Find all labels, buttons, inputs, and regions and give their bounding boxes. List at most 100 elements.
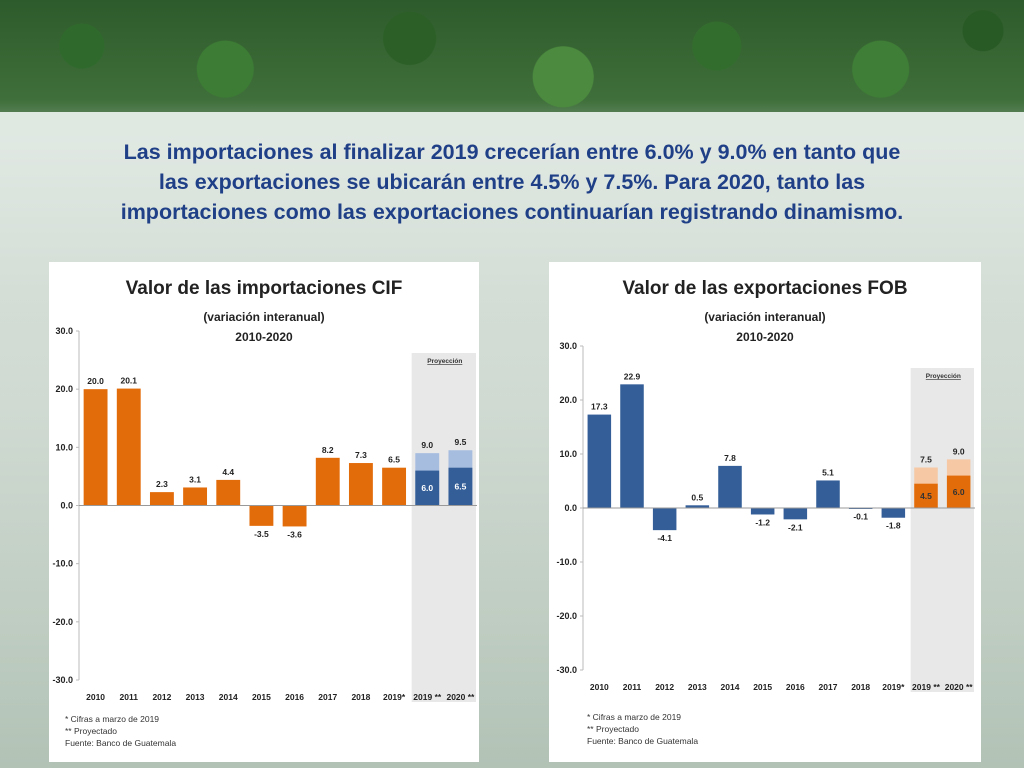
imports-y-tick-label: -30.0 (52, 675, 73, 685)
imports-bar (249, 505, 274, 526)
imports-value-label: 2.3 (156, 479, 168, 489)
exports-x-tick-label: 2019 ** (912, 682, 941, 692)
exports-x-tick-label: 2020 ** (945, 682, 974, 692)
exports-bar (718, 465, 742, 508)
imports-chart-panel: Valor de las importaciones CIF (variació… (49, 262, 479, 762)
exports-y-tick-label: -30.0 (556, 665, 577, 675)
imports-upper-value-label: 9.5 (455, 437, 467, 447)
imports-x-tick-label: 2011 (120, 692, 139, 702)
exports-y-tick-label: 30.0 (559, 341, 577, 351)
exports-x-tick-label: 2019* (882, 682, 905, 692)
imports-value-label: 3.1 (189, 474, 201, 484)
imports-bar (83, 389, 108, 506)
imports-bar (116, 388, 141, 506)
imports-value-label: 4.4 (222, 467, 234, 477)
imports-bar (348, 463, 373, 506)
imports-bar (382, 467, 407, 506)
exports-bar (783, 508, 808, 520)
exports-y-tick-label: 20.0 (559, 395, 577, 405)
exports-x-tick-label: 2014 (721, 682, 740, 692)
exports-value-label: -1.2 (755, 517, 770, 527)
exports-bar (620, 384, 644, 508)
imports-bar (415, 470, 440, 506)
exports-bar (946, 475, 971, 508)
exports-value-label: -1.8 (886, 521, 901, 531)
imports-x-tick-label: 2016 (285, 692, 304, 702)
exports-value-label: 4.5 (920, 491, 932, 501)
headline-line-1: Las importaciones al finalizar 2019 crec… (123, 140, 901, 164)
imports-x-tick-label: 2014 (219, 692, 238, 702)
imports-x-tick-label: 2019 ** (413, 692, 442, 702)
exports-bar (685, 505, 710, 508)
exports-x-tick-label: 2018 (851, 682, 870, 692)
imports-bar (282, 505, 307, 527)
imports-value-label: 20.1 (120, 376, 137, 386)
imports-value-label: -3.6 (287, 529, 302, 539)
exports-upper-value-label: 7.5 (920, 455, 932, 465)
imports-footnotes: * Cifras a marzo de 2019 ** Proyectado F… (65, 713, 176, 749)
imports-chart-title: Valor de las importaciones CIF (125, 278, 403, 299)
exports-value-label: 0.5 (691, 492, 703, 502)
exports-x-tick-label: 2013 (688, 682, 707, 692)
imports-value-label: 20.0 (87, 376, 104, 386)
imports-bar-chart: Proyección 30.0 20.0 10.0 0.0 -10.0 -20.0 -30.0… (52, 326, 477, 702)
slide-headline: Las importaciones al finalizar 2019 crec… (30, 137, 994, 227)
exports-bar (587, 414, 612, 508)
imports-x-tick-label: 2019* (383, 692, 406, 702)
imports-footnote-3: Fuente: Banco de Guatemala (65, 738, 177, 748)
imports-bar (448, 467, 473, 506)
imports-x-tick-label: 2018 (351, 692, 370, 702)
exports-footnote-3: Fuente: Banco de Guatemala (587, 736, 699, 746)
exports-x-tick-label: 2016 (786, 682, 805, 692)
imports-y-tick-label: 30.0 (55, 326, 73, 336)
imports-x-tick-label: 2020 ** (446, 692, 475, 702)
exports-projection-label: Proyección (926, 373, 961, 380)
exports-value-label: -2.1 (788, 522, 803, 532)
exports-value-label: 5.1 (822, 467, 834, 477)
exports-bar (914, 483, 938, 508)
imports-value-label: 6.0 (421, 483, 433, 493)
exports-y-tick-label: -10.0 (556, 557, 577, 567)
imports-x-tick-label: 2015 (252, 692, 271, 702)
exports-x-tick-label: 2010 (590, 682, 609, 692)
exports-bar (652, 508, 677, 531)
exports-value-label: 17.3 (591, 402, 608, 412)
exports-chart-title: Valor de las exportaciones FOB (622, 278, 908, 299)
imports-chart-subtitle: (variación interanual) (203, 310, 325, 324)
exports-footnotes: * Cifras a marzo de 2019 ** Proyectado F… (587, 711, 698, 747)
exports-bar-chart: Proyección 30.0 20.0 10.0 0.0 -10.0 -20.0 -30.0… (556, 341, 975, 692)
exports-chart-subtitle: (variación interanual) (704, 310, 826, 324)
exports-footnote-1: * Cifras a marzo de 2019 (587, 712, 682, 722)
imports-x-tick-label: 2012 (152, 692, 171, 702)
imports-x-tick-label: 2010 (86, 692, 105, 702)
imports-y-tick-label: -10.0 (52, 559, 73, 569)
imports-projection-band (411, 353, 476, 702)
exports-y-tick-label: -20.0 (556, 611, 577, 621)
imports-value-label: 6.5 (455, 482, 467, 492)
exports-bar (816, 480, 840, 508)
exports-value-label: 6.0 (953, 487, 965, 497)
imports-footnote-1: * Cifras a marzo de 2019 (65, 714, 160, 724)
exports-x-tick-label: 2017 (819, 682, 838, 692)
imports-y-tick-label: -20.0 (52, 617, 73, 627)
imports-footnote-2: ** Proyectado (65, 726, 117, 736)
exports-y-tick-label: 10.0 (559, 449, 577, 459)
imports-x-tick-label: 2013 (186, 692, 205, 702)
exports-value-label: 22.9 (624, 371, 641, 381)
imports-y-tick-label: 10.0 (55, 442, 73, 452)
exports-x-tick-label: 2012 (655, 682, 674, 692)
imports-value-label: 7.3 (355, 450, 367, 460)
headline-line-3: importaciones como las exportaciones con… (120, 200, 904, 224)
imports-y-tick-label: 20.0 (55, 384, 73, 394)
imports-y-tick-label: 0.0 (60, 501, 73, 511)
exports-bar (750, 508, 775, 515)
exports-x-tick-label: 2011 (623, 682, 642, 692)
headline-line-2: las exportaciones se ubicarán entre 4.5%… (158, 170, 866, 194)
exports-footnote-2: ** Proyectado (587, 724, 639, 734)
imports-value-label: 6.5 (388, 455, 400, 465)
imports-value-label: 8.2 (322, 445, 334, 455)
imports-bar (315, 457, 340, 506)
exports-value-label: -4.1 (657, 533, 672, 543)
exports-value-label: 7.8 (724, 453, 736, 463)
imports-value-label: -3.5 (254, 529, 269, 539)
